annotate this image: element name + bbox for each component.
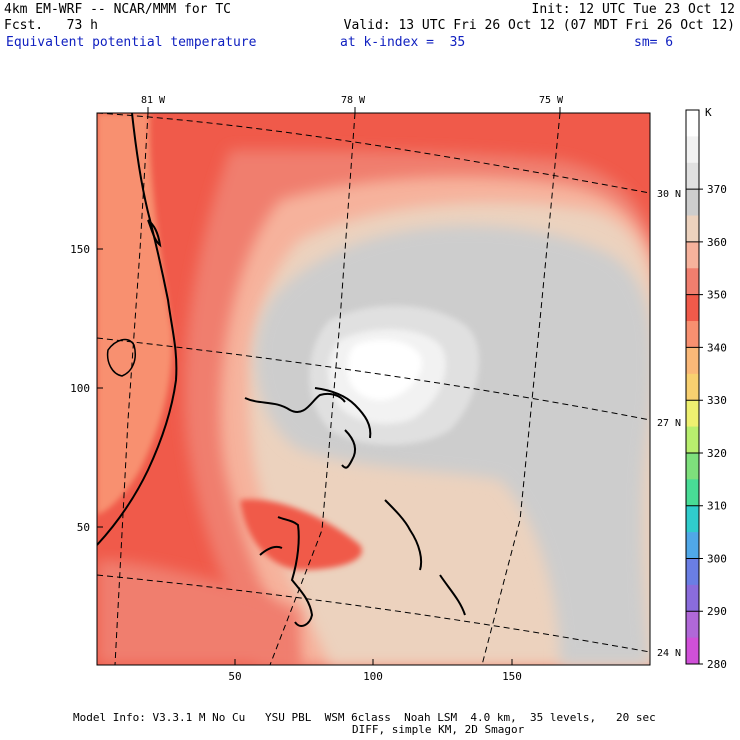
- colorbar-swatch: [686, 426, 699, 454]
- colorbar-swatch: [686, 637, 699, 665]
- field-name: Equivalent potential temperature: [6, 35, 257, 50]
- colorbar-swatch: [686, 268, 699, 296]
- colorbar-swatch: [686, 241, 699, 269]
- smoothing-label: sm= 6: [634, 35, 674, 50]
- colorbar-label: 360: [707, 236, 727, 249]
- colorbar-label: 280: [707, 658, 727, 671]
- colorbar: 370 360 350 340 330 320 310 300 290 280: [685, 109, 727, 671]
- colorbar-swatch: [686, 373, 699, 401]
- lat-label-30n: 30 N: [657, 189, 681, 200]
- colorbar-swatch: [686, 584, 699, 612]
- model-title: 4km EM-WRF -- NCAR/MMM for TC: [4, 2, 231, 17]
- colorbar-swatch: [686, 505, 699, 533]
- x-tick-label-150: 150: [502, 670, 522, 683]
- forecast-hour: Fcst. 73 h: [4, 18, 98, 33]
- y-tick-label-50: 50: [77, 521, 90, 534]
- colorbar-swatch: [686, 136, 699, 164]
- lat-label-24n: 24 N: [657, 648, 681, 659]
- graticule: [97, 113, 650, 665]
- model-info: Model Info: V3.3.1 M No Cu YSU PBL WSM 6…: [73, 711, 656, 724]
- colorbar-swatch: [686, 479, 699, 507]
- axis-ticks: [97, 107, 561, 665]
- x-tick-label-100: 100: [363, 670, 383, 683]
- colorbar-label: 300: [707, 552, 727, 565]
- colorbar-swatch: [686, 558, 699, 586]
- colorbar-swatch: [686, 611, 699, 639]
- model-info-line2: DIFF, simple KM, 2D Smagor: [352, 723, 525, 736]
- colorbar-swatch: [686, 452, 699, 480]
- colorbar-label: 330: [707, 394, 727, 407]
- colorbar-label: 370: [707, 183, 727, 196]
- colorbar-label: 310: [707, 500, 727, 513]
- valid-time: Valid: 13 UTC Fri 26 Oct 12 (07 MDT Fri …: [343, 18, 735, 33]
- colorbar-swatch: [686, 162, 699, 190]
- y-tick-label-150: 150: [70, 243, 90, 256]
- lat-label-27n: 27 N: [657, 418, 681, 429]
- coastlines: [97, 113, 466, 627]
- colorbar-label: 290: [707, 605, 727, 618]
- colorbar-label: 320: [707, 447, 727, 460]
- init-time: Init: 12 UTC Tue 23 Oct 12: [531, 2, 736, 17]
- y-tick-label-100: 100: [70, 382, 90, 395]
- colorbar-unit: K: [705, 106, 712, 119]
- lon-label-81w: 81 W: [141, 95, 166, 106]
- theta-e-field: [97, 113, 650, 665]
- colorbar-swatch: [686, 110, 699, 137]
- colorbar-swatch: [686, 400, 699, 428]
- lon-label-78w: 78 W: [341, 95, 366, 106]
- colorbar-swatch: [686, 347, 699, 375]
- colorbar-swatch: [686, 294, 699, 322]
- colorbar-label: 340: [707, 341, 727, 354]
- k-index-label: at k-index = 35: [340, 35, 466, 50]
- lon-label-75w: 75 W: [539, 95, 564, 106]
- colorbar-swatch: [686, 189, 699, 217]
- colorbar-swatch: [686, 215, 699, 243]
- x-tick-label-50: 50: [228, 670, 241, 683]
- colorbar-label: 350: [707, 289, 727, 302]
- colorbar-swatch: [686, 532, 699, 559]
- colorbar-swatch: [686, 321, 699, 348]
